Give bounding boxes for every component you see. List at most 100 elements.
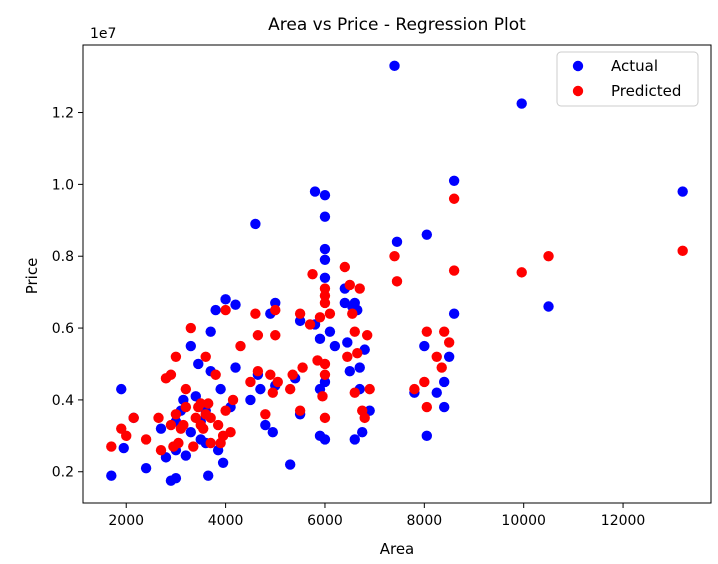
predicted-point [170,351,182,362]
predicted-point [319,412,331,424]
actual-point [106,470,117,481]
predicted-point [185,322,197,334]
actual-point [421,229,433,240]
predicted-point [252,330,264,341]
x-axis-ticks: 2000 4000 6000 8000 10000 12000 [108,503,645,529]
predicted-point [342,351,353,362]
y-tick-label: 1.0 [52,177,74,193]
actual-point [319,434,331,445]
y-tick-label: 0.6 [52,321,74,337]
predicted-point [235,340,246,352]
predicted-point [195,398,206,409]
predicted-legend-label: Predicted [611,82,681,100]
predicted-point [359,412,370,424]
predicted-point [180,401,192,413]
actual-point [438,401,450,413]
predicted-point [324,308,336,319]
predicted-point [448,193,460,204]
predicted-point [294,405,306,416]
predicted-point [317,391,328,402]
actual-point [230,299,241,310]
predicted-point [210,369,221,380]
y-tick-label: 1.2 [52,106,74,122]
x-tick-label: 4000 [208,513,244,529]
actual-point [419,340,430,352]
predicted-point [319,290,331,301]
predicted-point [436,362,447,373]
actual-point [205,326,216,337]
predicted-point [252,365,264,377]
predicted-point [198,423,209,434]
predicted-point [220,405,231,416]
data-points [106,60,688,486]
predicted-point [284,383,296,395]
predicted-point [173,437,184,449]
predicted-point [106,441,117,452]
actual-point [319,272,331,283]
predicted-point [287,369,298,380]
predicted-point [203,398,214,409]
predicted-point [272,376,283,388]
predicted-point [352,348,363,359]
predicted-point [260,409,271,420]
actual-point [284,459,296,470]
actual-point [220,294,231,305]
predicted-point [438,326,450,337]
actual-point [342,337,353,348]
predicted-point [349,387,360,398]
predicted-point [205,437,216,449]
actual-point [448,308,460,319]
actual-point [309,186,321,197]
x-tick-label: 12000 [601,513,646,529]
actual-point [185,340,197,352]
actual-point [294,315,306,327]
predicted-point [170,409,182,420]
predicted-point [140,434,152,445]
predicted-point [339,261,351,273]
predicted-point [319,297,331,309]
actual-legend-marker [572,60,584,72]
predicted-point [212,419,224,431]
predicted-point [347,308,358,319]
predicted-point [165,369,177,380]
actual-point [324,326,336,337]
actual-point [344,365,356,377]
actual-legend-label: Actual [611,57,658,75]
predicted-point [319,369,331,380]
predicted-point [297,362,308,373]
predicted-point [270,304,281,316]
predicted-point [419,376,430,388]
predicted-point [250,308,261,319]
actual-point [421,430,433,442]
actual-point [443,351,455,362]
actual-point [543,301,554,312]
predicted-point [516,267,527,278]
actual-point [116,383,127,395]
y-tick-label: 0.8 [52,249,74,265]
predicted-point [364,383,375,395]
actual-point [319,211,331,222]
actual-point [185,427,197,438]
predicted-point [431,351,442,362]
actual-point [260,419,271,431]
legend: Actual Predicted [556,51,699,107]
predicted-point [409,383,420,395]
predicted-point [205,412,216,424]
predicted-point [188,441,199,452]
y-scale-label: 1e7 [90,26,116,42]
predicted-point [361,330,373,341]
predicted-point [270,330,281,341]
predicted-point [265,369,276,380]
predicted-point [391,276,403,287]
actual-point [319,254,331,266]
actual-point [329,340,341,352]
predicted-point [304,319,316,330]
predicted-point [307,268,318,280]
y-tick-label: 0.4 [52,393,74,409]
predicted-point [389,251,400,262]
actual-point [170,473,182,484]
actual-point [118,442,129,454]
actual-point [319,243,331,255]
actual-point [349,434,360,445]
predicted-point [155,444,167,456]
